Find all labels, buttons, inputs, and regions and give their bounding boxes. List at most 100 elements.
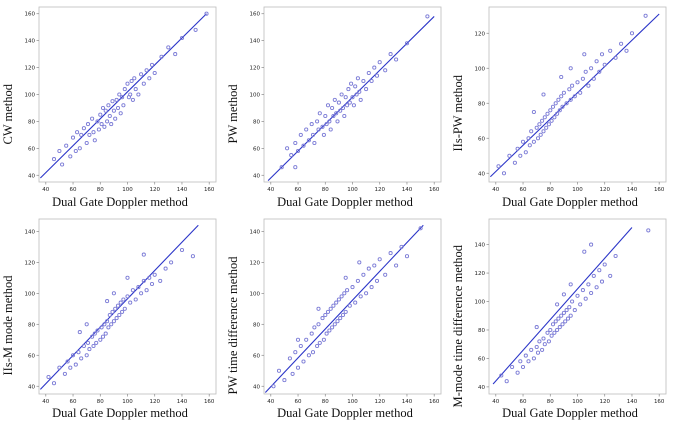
- scatter-plot: 40 60 80 100 120 140 160 40 60 80 100 120 140 160: [242, 2, 448, 195]
- svg-text:160: 160: [250, 12, 261, 18]
- panel-cw-method: CW method 40 60 80 100 120 140 160 40 60 80 100 120…: [0, 0, 225, 212]
- svg-text:40: 40: [28, 384, 35, 390]
- svg-text:60: 60: [520, 399, 527, 405]
- svg-text:140: 140: [402, 187, 413, 193]
- svg-text:160: 160: [25, 12, 36, 18]
- svg-text:140: 140: [250, 229, 261, 235]
- y-axis-label: PW time difference method: [226, 256, 240, 395]
- y-axis-label: CW method: [1, 83, 15, 145]
- svg-text:80: 80: [547, 399, 554, 405]
- svg-text:140: 140: [627, 187, 638, 193]
- svg-text:60: 60: [253, 353, 260, 359]
- svg-text:40: 40: [267, 187, 274, 193]
- svg-text:80: 80: [97, 399, 104, 405]
- svg-text:80: 80: [478, 101, 485, 107]
- y-axis-label: IIs-PW method: [451, 75, 465, 153]
- svg-text:160: 160: [654, 187, 665, 193]
- svg-text:60: 60: [478, 136, 485, 142]
- panel-iis-m-mode-method: IIs-M mode method 40 60 80 100 120 140 160 40 60…: [0, 212, 225, 423]
- svg-text:80: 80: [478, 327, 485, 333]
- x-axis-label: Dual Gate Doppler method: [52, 194, 188, 209]
- svg-text:40: 40: [253, 384, 260, 390]
- svg-text:60: 60: [70, 399, 77, 405]
- svg-text:120: 120: [250, 66, 261, 72]
- svg-text:60: 60: [70, 187, 77, 193]
- y-axis-label: IIs-M mode method: [1, 275, 15, 376]
- svg-text:140: 140: [177, 399, 188, 405]
- x-axis-label: Dual Gate Doppler method: [277, 194, 413, 209]
- x-axis-label: Dual Gate Doppler method: [277, 406, 413, 420]
- svg-text:80: 80: [322, 187, 329, 193]
- svg-text:60: 60: [295, 187, 302, 193]
- svg-text:120: 120: [25, 66, 36, 72]
- svg-text:140: 140: [177, 187, 188, 193]
- svg-text:120: 120: [25, 260, 36, 266]
- y-axis-label: M-mode time difference method: [451, 243, 465, 407]
- svg-text:120: 120: [374, 187, 385, 193]
- svg-text:100: 100: [25, 291, 36, 297]
- svg-text:120: 120: [475, 31, 486, 37]
- svg-text:100: 100: [122, 399, 133, 405]
- svg-text:40: 40: [42, 399, 49, 405]
- svg-text:40: 40: [478, 384, 485, 390]
- svg-text:100: 100: [250, 93, 261, 99]
- x-axis-label: Dual Gate Doppler method: [52, 406, 188, 420]
- svg-text:40: 40: [42, 187, 49, 193]
- svg-text:100: 100: [475, 299, 486, 305]
- svg-text:40: 40: [492, 187, 499, 193]
- svg-text:40: 40: [478, 171, 485, 177]
- svg-text:120: 120: [599, 187, 610, 193]
- svg-text:140: 140: [25, 39, 36, 45]
- svg-text:40: 40: [267, 399, 274, 405]
- svg-text:120: 120: [599, 399, 610, 405]
- svg-text:100: 100: [25, 93, 36, 99]
- svg-text:80: 80: [28, 119, 35, 125]
- svg-text:40: 40: [253, 173, 260, 179]
- svg-text:120: 120: [374, 399, 385, 405]
- svg-text:80: 80: [322, 399, 329, 405]
- svg-text:80: 80: [97, 187, 104, 193]
- svg-text:100: 100: [347, 399, 358, 405]
- svg-text:40: 40: [28, 173, 35, 179]
- svg-text:60: 60: [28, 353, 35, 359]
- svg-text:160: 160: [204, 399, 215, 405]
- svg-text:160: 160: [429, 399, 440, 405]
- panel-pw-time-difference-method: PW time difference method 40 60 80 100 120 14…: [225, 212, 450, 423]
- panel-pw-method: PW method 40 60 80 100 120 140 160 40 60 80 100 120…: [225, 0, 450, 212]
- svg-text:120: 120: [149, 187, 160, 193]
- svg-text:60: 60: [295, 399, 302, 405]
- panel-iis-pw-method: IIs-PW method 40 60 80 100 120 140 160 40 60 80 10…: [450, 0, 675, 212]
- svg-text:80: 80: [253, 119, 260, 125]
- scatter-plot: 40 60 80 100 120 140 160 40 60 80 100 120 140: [17, 214, 223, 407]
- svg-text:60: 60: [520, 187, 527, 193]
- svg-text:100: 100: [347, 187, 358, 193]
- svg-text:120: 120: [475, 271, 486, 277]
- svg-text:140: 140: [25, 229, 36, 235]
- scatter-plot: 40 60 80 100 120 140 160 40 60 80 100 120 140: [242, 214, 448, 407]
- svg-text:120: 120: [149, 399, 160, 405]
- svg-text:60: 60: [253, 146, 260, 152]
- svg-text:80: 80: [547, 187, 554, 193]
- svg-text:120: 120: [250, 260, 261, 266]
- svg-text:80: 80: [253, 322, 260, 328]
- x-axis-label: Dual Gate Doppler method: [502, 194, 638, 209]
- svg-text:140: 140: [627, 399, 638, 405]
- panel-m-mode-time-difference-method: M-mode time difference method 40 60 80 100 1…: [450, 212, 675, 423]
- scatter-plot: 40 60 80 100 120 140 160 40 60 80 100 120 140: [467, 214, 673, 407]
- svg-text:100: 100: [475, 66, 486, 72]
- svg-text:160: 160: [429, 187, 440, 193]
- scatter-plot: 40 60 80 100 120 140 160 40 60 80 100 120 140 160: [17, 2, 223, 195]
- svg-text:140: 140: [250, 39, 261, 45]
- svg-text:140: 140: [475, 242, 486, 248]
- svg-text:60: 60: [478, 356, 485, 362]
- svg-text:160: 160: [204, 187, 215, 193]
- y-axis-label: PW method: [226, 84, 240, 144]
- svg-text:160: 160: [654, 399, 665, 405]
- svg-text:140: 140: [402, 399, 413, 405]
- svg-text:80: 80: [28, 322, 35, 328]
- svg-text:100: 100: [572, 399, 583, 405]
- svg-text:100: 100: [572, 187, 583, 193]
- svg-text:100: 100: [250, 291, 261, 297]
- svg-text:60: 60: [28, 146, 35, 152]
